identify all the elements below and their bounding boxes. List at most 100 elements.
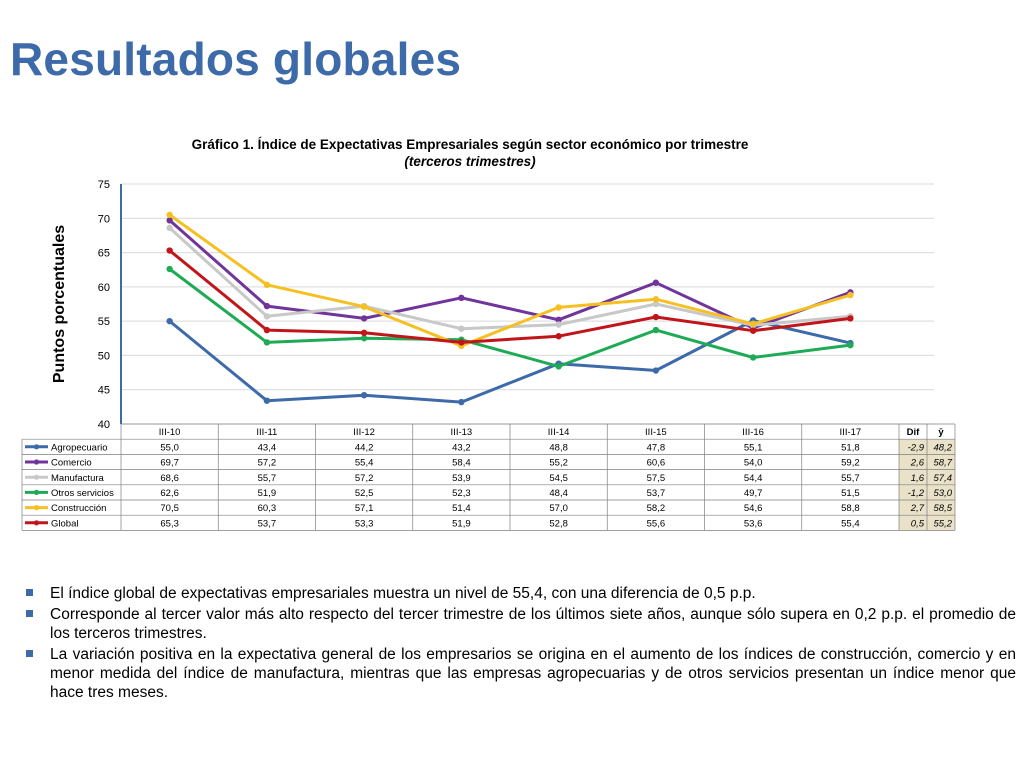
avg-value: 53,0 [934,488,953,499]
dif-value: 0,5 [911,518,925,529]
legend-label: Manufactura [51,473,105,484]
data-point [458,294,465,302]
data-point [263,313,271,320]
y-tick-label: 75 [98,179,110,191]
data-label: 52,3 [452,488,471,499]
data-label: 60,6 [647,458,666,469]
y-tick-label: 65 [98,248,110,260]
data-point [263,326,271,334]
data-label: 43,2 [452,442,471,453]
data-point [263,281,271,288]
series-line-global [168,249,851,344]
data-label: 47,8 [647,442,666,453]
legend-label: Comercio [51,458,92,469]
data-label: 43,4 [258,442,277,453]
data-point [652,296,660,303]
avg-value: 58,5 [934,503,953,514]
data-label: 55,7 [258,473,277,484]
data-label: 54,4 [744,473,763,484]
data-label: 51,9 [258,488,277,499]
data-point [360,315,368,322]
data-point [847,315,854,322]
data-label: 58,8 [841,503,860,514]
data-point [166,317,173,325]
data-point [263,397,271,404]
data-point [166,224,173,232]
data-label: 55,7 [841,473,860,484]
bullet-item: El índice global de expectativas empresa… [26,584,1016,603]
data-label: 70,5 [160,503,179,514]
y-tick-label: 40 [98,419,110,431]
data-label: 52,8 [549,518,568,529]
data-point [360,335,368,342]
avg-value: 58,7 [934,458,953,469]
x-tick-label: III-10 [159,427,181,438]
data-label: 55,6 [647,518,666,529]
data-label: 53,3 [355,518,374,529]
data-point [360,329,368,336]
bullet-square-icon [26,610,33,617]
data-label: 44,2 [355,442,374,453]
data-point [749,327,757,334]
y-tick-label: 55 [98,316,110,328]
data-label: 54,5 [549,473,568,484]
data-label: 51,5 [841,488,860,499]
bullet-item: Corresponde al tercer valor más alto res… [26,605,1016,643]
data-label: 57,2 [355,473,374,484]
data-label: 53,9 [452,473,471,484]
data-label: 59,2 [841,458,860,469]
y-tick-label: 70 [98,213,110,225]
page-title: Resultados globales [10,33,462,85]
dif-value: -2,9 [908,442,925,453]
line-chart: 40 45 50 55 60 65 70 75 III-10 III-11 III-12 III-13… [21,179,956,531]
data-point [749,354,757,361]
legend-label: Global [51,518,78,529]
data-label: 62,6 [160,488,179,499]
series-line-construcción [168,213,851,348]
data-point [847,291,854,299]
y-tick-label: 45 [98,385,110,397]
data-point [652,279,660,286]
data-label: 55,2 [549,458,568,469]
data-point [360,303,368,310]
data-label: 57,2 [258,458,277,469]
data-point [166,247,173,254]
data-point [652,326,660,334]
bullet-list: El índice global de expectativas empresa… [26,584,1016,704]
data-label: 57,1 [355,503,374,514]
data-label: 55,4 [355,458,374,469]
data-point [652,313,660,321]
bullet-square-icon [26,650,33,657]
legend-label: Agropecuario [51,442,108,453]
data-label: 53,7 [647,488,666,499]
data-point [555,304,562,311]
data-label: 52,5 [355,488,374,499]
data-point [555,316,562,323]
data-point [555,321,562,328]
data-label: 51,4 [452,503,471,514]
bullet-square-icon [26,589,33,596]
data-label: 65,3 [160,518,179,529]
data-label: 57,5 [647,473,666,484]
data-point [458,339,465,346]
data-label: 51,9 [452,518,471,529]
x-tick-label: III-17 [840,427,862,438]
dif-value: 2,7 [910,503,925,514]
x-tick-label: III-13 [451,427,473,438]
data-point [847,341,854,349]
data-label: 58,2 [647,503,666,514]
legend-label: Construcción [51,503,106,514]
data-label: 49,7 [744,488,763,499]
table-header-dif: Dif [907,427,921,438]
y-tick-label: 60 [98,282,110,294]
dif-value: 1,6 [911,473,925,484]
data-label: 55,0 [160,442,179,453]
series-line-comercio [168,219,851,330]
avg-value: 57,4 [934,473,953,484]
data-point [652,300,660,308]
y-tick-label: 50 [98,350,110,362]
x-tick-label: III-14 [548,427,570,438]
data-point [458,325,465,332]
data-label: 58,4 [452,458,471,469]
legend-marker-icon [33,505,40,511]
